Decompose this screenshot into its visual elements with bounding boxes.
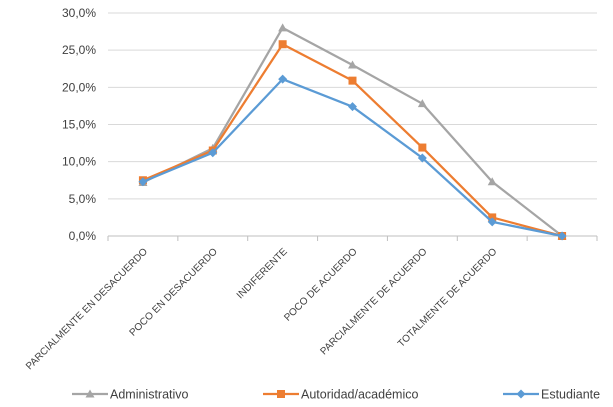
x-axis (107, 235, 598, 241)
y-tick-label: 30,0% (62, 6, 96, 20)
y-tick-label: 10,0% (62, 155, 96, 169)
data-point (418, 143, 427, 152)
legend-label: Autoridad/académico (301, 388, 418, 402)
data-point (417, 99, 427, 108)
data-point (557, 231, 567, 241)
legend: Administrativo Autoridad/académico Estudia… (72, 388, 600, 402)
legend-item: Administrativo (72, 388, 189, 402)
data-point (516, 389, 526, 399)
legend-label: Administrativo (110, 388, 189, 402)
legend-item: Autoridad/académico (263, 388, 418, 402)
y-tick-label: 5,0% (69, 192, 97, 206)
data-point (278, 23, 288, 32)
data-point (348, 76, 357, 85)
y-axis-tick-labels: 0,0% 5,0% 10,0% 15,0% 20,0% 25,0% 30,0% (62, 6, 96, 243)
data-point (487, 217, 497, 227)
data-point (487, 177, 497, 186)
legend-item: Estudiante (503, 388, 600, 402)
data-point (417, 153, 427, 163)
data-point (85, 389, 95, 398)
series-estudiante (138, 74, 567, 241)
series-lines (138, 23, 567, 241)
series-line (142, 43, 563, 238)
data-point (277, 390, 285, 398)
y-tick-label: 20,0% (62, 80, 96, 94)
data-point (348, 102, 357, 112)
x-tick-label: INDIFERENTE (235, 246, 290, 301)
y-tick-label: 25,0% (62, 43, 96, 57)
series-autoridad-acad-mico (138, 40, 567, 240)
series-administrativo (138, 23, 567, 240)
y-tick-label: 15,0% (62, 118, 96, 132)
data-point (348, 60, 357, 69)
series-line (142, 26, 563, 237)
y-tick-label: 0,0% (69, 229, 97, 243)
gridlines (108, 12, 597, 237)
data-point (208, 148, 218, 158)
data-point (278, 40, 287, 49)
data-point (278, 74, 288, 84)
data-point (138, 177, 148, 187)
x-tick-label: POCO DE ACUERDO (282, 246, 359, 323)
x-tick-label: PARCIALMENTE EN DESACUERDO (24, 246, 150, 372)
legend-label: Estudiante (541, 388, 600, 402)
